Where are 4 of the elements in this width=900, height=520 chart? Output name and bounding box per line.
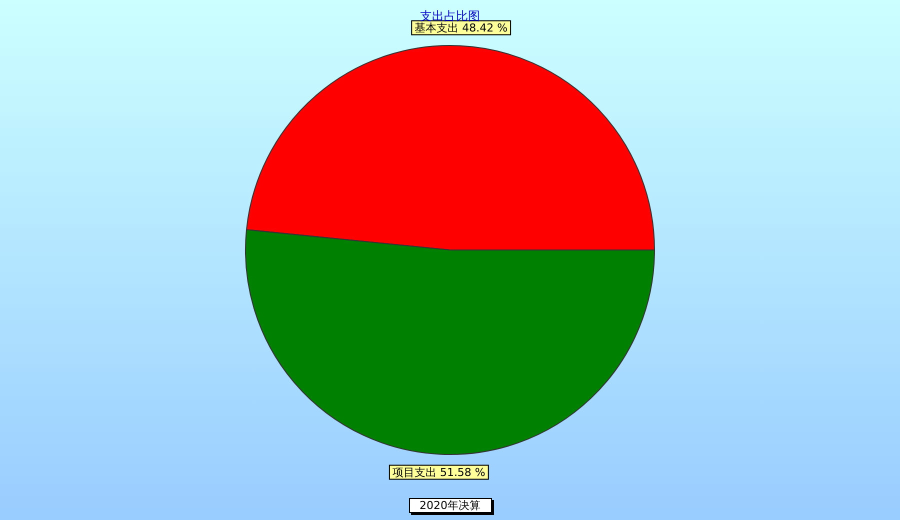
- slice-label: 项目支出 51.58 %: [392, 466, 486, 480]
- slice-label: 基本支出 48.42 %: [414, 22, 508, 35]
- chart-title: 支出占比图: [420, 8, 481, 23]
- text: 2020年决算: [408, 498, 492, 513]
